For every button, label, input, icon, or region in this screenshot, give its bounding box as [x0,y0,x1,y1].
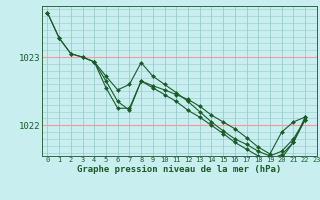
X-axis label: Graphe pression niveau de la mer (hPa): Graphe pression niveau de la mer (hPa) [77,165,281,174]
